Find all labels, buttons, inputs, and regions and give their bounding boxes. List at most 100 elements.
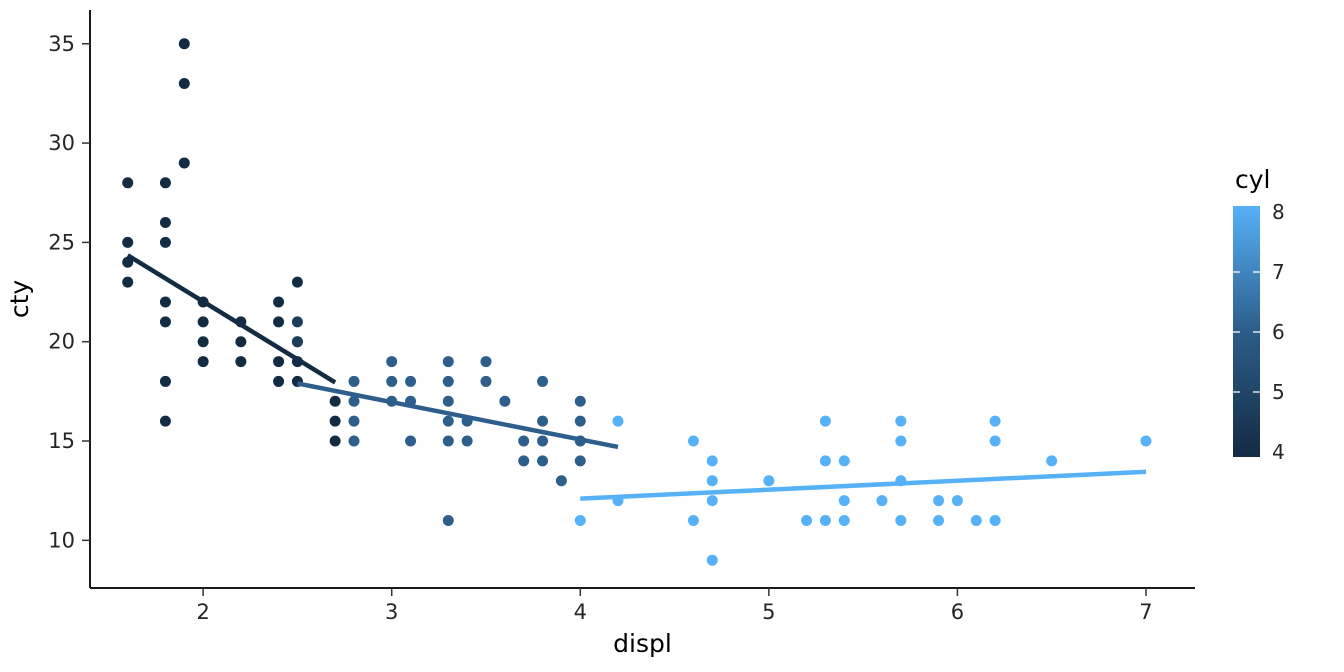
- data-point: [537, 415, 549, 427]
- data-point: [989, 435, 1001, 447]
- data-point: [895, 415, 907, 427]
- data-point: [178, 38, 190, 50]
- data-point: [838, 514, 850, 526]
- data-point: [706, 554, 718, 566]
- data-point: [1046, 455, 1058, 467]
- data-point: [273, 296, 285, 308]
- data-point: [933, 514, 945, 526]
- legend-title: cyl: [1235, 165, 1271, 194]
- trend-cyl-8: [580, 469, 1147, 501]
- data-point: [178, 157, 190, 169]
- data-point: [838, 455, 850, 467]
- data-point: [574, 395, 586, 407]
- data-point: [159, 375, 171, 387]
- data-point: [706, 475, 718, 487]
- data-point: [819, 514, 831, 526]
- data-point: [159, 415, 171, 427]
- data-point: [574, 455, 586, 467]
- data-point: [348, 375, 360, 387]
- series-5: [291, 316, 303, 348]
- data-point: [329, 435, 341, 447]
- data-point: [329, 395, 341, 407]
- data-point: [291, 276, 303, 288]
- data-point: [574, 415, 586, 427]
- colorbar-tick-label: 5: [1272, 380, 1285, 404]
- data-point: [838, 495, 850, 507]
- data-point: [895, 514, 907, 526]
- series-8: [574, 415, 1152, 566]
- data-point: [970, 514, 982, 526]
- data-point: [159, 177, 171, 189]
- data-point: [197, 356, 209, 368]
- data-point: [574, 514, 586, 526]
- data-point: [461, 435, 473, 447]
- data-point: [989, 514, 1001, 526]
- data-point: [273, 356, 285, 368]
- y-tick-label: 30: [48, 131, 75, 155]
- data-point: [537, 455, 549, 467]
- data-point: [329, 415, 341, 427]
- data-point: [442, 395, 454, 407]
- data-point: [537, 375, 549, 387]
- data-point: [895, 435, 907, 447]
- data-point: [122, 236, 134, 248]
- data-point: [159, 236, 171, 248]
- x-tick-label: 3: [385, 600, 398, 624]
- data-point: [933, 495, 945, 507]
- data-point: [1140, 435, 1152, 447]
- data-point: [687, 514, 699, 526]
- data-point: [876, 495, 888, 507]
- data-point: [442, 375, 454, 387]
- data-point: [518, 455, 530, 467]
- x-tick-label: 5: [762, 600, 775, 624]
- data-point: [291, 316, 303, 328]
- data-point: [273, 316, 285, 328]
- data-point: [197, 316, 209, 328]
- colorbar-tick-label: 4: [1272, 440, 1285, 464]
- data-point: [442, 356, 454, 368]
- colorbar-tick-label: 7: [1272, 260, 1285, 284]
- trend-cyl-4: [126, 253, 337, 385]
- data-point: [518, 435, 530, 447]
- data-point: [687, 435, 699, 447]
- colorbar-tick-label: 8: [1272, 200, 1285, 224]
- y-tick-label: 15: [48, 429, 75, 453]
- data-point: [235, 336, 247, 348]
- data-point: [122, 177, 134, 189]
- y-tick-label: 25: [48, 230, 75, 254]
- data-point: [951, 495, 963, 507]
- data-point: [706, 455, 718, 467]
- y-tick-label: 20: [48, 330, 75, 354]
- data-point: [273, 375, 285, 387]
- y-tick-label: 35: [48, 32, 75, 56]
- data-point: [442, 435, 454, 447]
- data-point: [235, 356, 247, 368]
- x-tick-label: 4: [574, 600, 587, 624]
- y-axis-title: cty: [5, 280, 34, 319]
- data-point: [537, 435, 549, 447]
- data-point: [159, 316, 171, 328]
- x-tick-label: 2: [196, 600, 209, 624]
- data-point: [989, 415, 1001, 427]
- data-point: [819, 415, 831, 427]
- data-point: [386, 375, 398, 387]
- x-axis-title: displ: [613, 629, 672, 658]
- data-point: [480, 375, 492, 387]
- data-point: [801, 514, 813, 526]
- data-point: [480, 356, 492, 368]
- data-point: [122, 276, 134, 288]
- data-point: [386, 356, 398, 368]
- data-point: [442, 514, 454, 526]
- data-point: [197, 336, 209, 348]
- data-point: [819, 455, 831, 467]
- data-point: [442, 415, 454, 427]
- y-tick-label: 10: [48, 528, 75, 552]
- data-point: [555, 475, 567, 487]
- trend-cyl-6: [296, 381, 619, 450]
- data-point: [178, 77, 190, 89]
- data-point: [405, 375, 417, 387]
